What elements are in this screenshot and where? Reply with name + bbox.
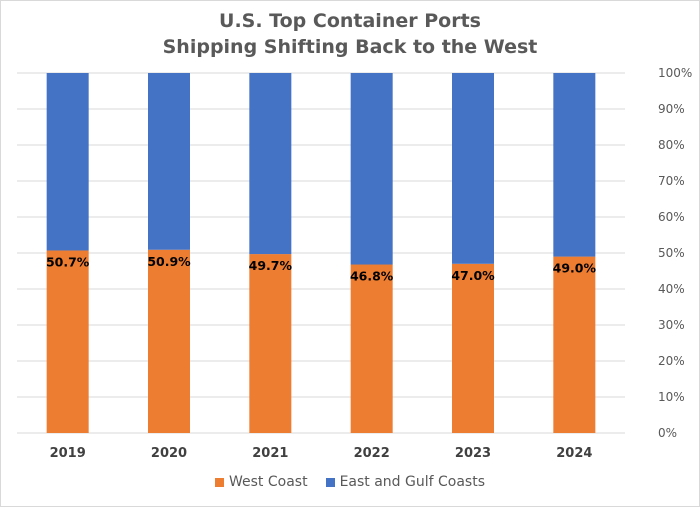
legend-item-east-gulf-coasts[interactable]: East and Gulf Coasts [325, 474, 485, 490]
chart-title-line2: Shipping Shifting Back to the West [162, 36, 538, 58]
y-tick-label: 50% [658, 246, 685, 260]
y-tick-label: 80% [658, 138, 685, 152]
bar-east-gulf-coasts [249, 73, 292, 255]
gridlines [17, 72, 625, 434]
bars [46, 73, 596, 433]
y-tick-label: 20% [658, 354, 685, 368]
bar-east-gulf-coasts [452, 73, 494, 264]
legend-label-west-coast: West Coast [228, 474, 308, 490]
chart-title-line1: U.S. Top Container Ports [219, 10, 481, 32]
data-label: 46.8% [350, 269, 394, 284]
y-tick-label: 100% [658, 66, 692, 80]
bar-east-gulf-coasts [553, 73, 596, 257]
bar-west-coast [148, 249, 190, 433]
y-axis-ticks: 0% 10% 20% 30% 40% 50% 60% 70% 80% 90% 100% [658, 66, 692, 440]
x-category-label: 2024 [556, 446, 592, 461]
bar-east-gulf-coasts [46, 73, 89, 251]
y-tick-label: 30% [658, 318, 685, 332]
y-tick-label: 0% [658, 426, 677, 440]
data-label: 50.9% [147, 254, 191, 269]
data-label: 50.7% [46, 254, 90, 269]
bar-west-coast [452, 263, 494, 433]
data-label: 49.7% [249, 258, 293, 273]
x-category-label: 2021 [252, 446, 288, 461]
legend-item-west-coast[interactable]: West Coast [214, 474, 308, 490]
data-labels: 50.7% 50.9% 49.7% 46.8% 47.0% 49.0% [46, 254, 597, 284]
y-tick-label: 70% [658, 174, 685, 188]
data-label: 47.0% [451, 268, 495, 283]
y-tick-label: 60% [658, 210, 685, 224]
legend-swatch-west-coast [214, 477, 224, 487]
y-tick-label: 90% [658, 102, 685, 116]
x-category-label: 2019 [50, 446, 86, 461]
bar-east-gulf-coasts [148, 73, 190, 250]
y-tick-label: 10% [658, 390, 685, 404]
legend-swatch-east-gulf-coasts [325, 477, 335, 487]
legend: West Coast East and Gulf Coasts [0, 474, 700, 490]
y-tick-label: 40% [658, 282, 685, 296]
bar-east-gulf-coasts [350, 73, 393, 265]
bar-west-coast [249, 254, 292, 433]
legend-label-east-gulf-coasts: East and Gulf Coasts [339, 474, 485, 490]
x-category-label: 2022 [354, 446, 390, 461]
x-category-label: 2020 [151, 446, 187, 461]
data-label: 49.0% [553, 261, 597, 276]
bar-west-coast [46, 250, 89, 433]
chart-title: U.S. Top Container Ports Shipping Shifti… [0, 8, 700, 60]
x-axis-categories: 2019 2020 2021 2022 2023 2024 [50, 446, 593, 461]
bar-west-coast [553, 256, 596, 433]
bar-west-coast [350, 264, 393, 433]
x-category-label: 2023 [455, 446, 491, 461]
